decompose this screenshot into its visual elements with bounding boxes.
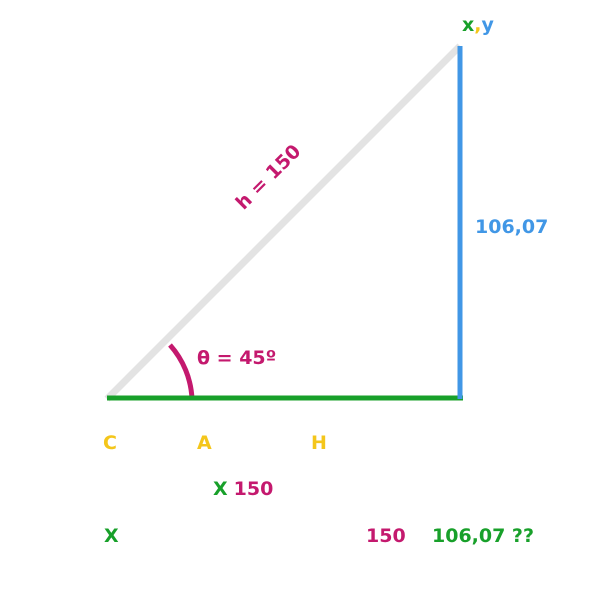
angle-label: θ = 45º [197, 347, 277, 369]
multiply-x: X [213, 478, 228, 500]
multiply-value: 150 [233, 478, 274, 500]
formula-label-a: A [197, 432, 212, 454]
vertex-label-y: y [481, 14, 494, 36]
hypotenuse-line [104, 43, 463, 402]
angle-arc [168, 343, 195, 400]
formula-label-c: C [103, 432, 117, 454]
result-row-x: X [104, 525, 119, 547]
vertex-label-xy: x,y [462, 16, 494, 35]
result-row-result: 106,07 ?? [432, 525, 534, 547]
vertex-label-comma: , [474, 14, 482, 36]
formula-label-h: H [311, 432, 327, 454]
vertex-label-x: x [462, 14, 475, 36]
multiply-row: X 150 [213, 480, 273, 499]
result-row-value: 150 [366, 525, 406, 547]
opposite-side-label: 106,07 [475, 216, 549, 238]
